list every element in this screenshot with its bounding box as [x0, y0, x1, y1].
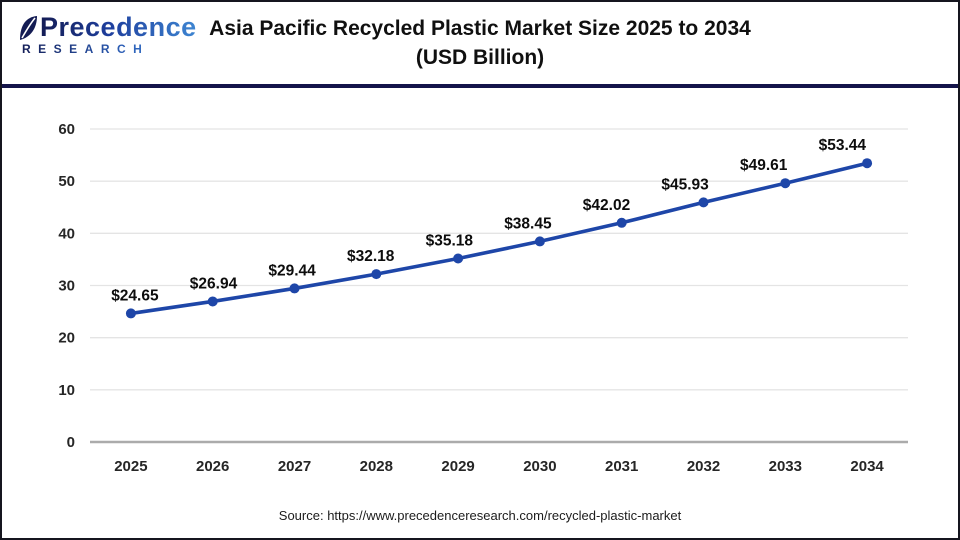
brand-logo: Precedence RESEARCH: [18, 14, 197, 55]
data-point-marker: [125, 308, 136, 319]
data-point-marker: [207, 296, 218, 307]
data-point-label: $26.94: [190, 275, 238, 292]
header: Precedence RESEARCH Asia Pacific Recycle…: [2, 2, 958, 84]
line-series: [129, 161, 869, 316]
data-point-label: $32.18: [347, 248, 395, 265]
data-point-marker: [534, 236, 545, 247]
x-tick-label: 2025: [114, 458, 147, 475]
x-tick-label: 2033: [769, 458, 802, 475]
data-point-marker: [371, 269, 382, 280]
data-point-marker: [289, 283, 300, 294]
data-point-label: $42.02: [583, 197, 630, 214]
brand-name: Precedence: [40, 12, 197, 42]
y-tick-label: 60: [58, 121, 75, 138]
x-tick-label: 2026: [196, 458, 229, 475]
data-point-label: $38.45: [504, 215, 552, 232]
x-tick-label: 2027: [278, 458, 311, 475]
data-point-label: $24.65: [111, 287, 159, 304]
y-tick-label: 40: [58, 225, 75, 242]
data-point-label: $35.18: [426, 232, 474, 249]
data-point-label: $29.44: [268, 262, 316, 279]
logo-leaf-icon: [18, 15, 38, 41]
y-tick-label: 0: [67, 434, 75, 451]
data-point-marker: [453, 253, 464, 264]
data-point-marker: [780, 178, 791, 189]
x-tick-label: 2030: [523, 458, 556, 475]
chart-area: 0 10 20 30 40 50 60 2025 2026 2027 2028 2029 2030 203…: [2, 88, 958, 492]
header-divider: [2, 84, 958, 88]
source-text: Source: https://www.precedenceresearch.c…: [278, 507, 682, 523]
y-tick-label: 10: [58, 382, 75, 399]
data-point-label: $49.61: [740, 157, 788, 174]
chart-title-line1: Asia Pacific Recycled Plastic Market Siz…: [209, 17, 751, 40]
data-point-marker: [616, 217, 627, 228]
y-tick-label: 20: [58, 330, 75, 347]
data-point-label: $45.93: [661, 176, 709, 193]
chart-title: Asia Pacific Recycled Plastic Market Siz…: [2, 2, 958, 72]
brand-subtitle: RESEARCH: [18, 43, 197, 55]
data-point-label: $53.44: [819, 137, 867, 154]
footer: Source: https://www.precedenceresearch.c…: [2, 492, 958, 538]
x-tick-label: 2029: [441, 458, 474, 475]
x-tick-label: 2028: [360, 458, 393, 475]
x-tick-label: 2034: [850, 458, 884, 475]
x-tick-label: 2031: [605, 458, 638, 475]
data-point-marker: [698, 197, 709, 208]
y-tick-label: 30: [58, 278, 75, 295]
y-tick-label: 50: [58, 173, 75, 190]
x-tick-label: 2032: [687, 458, 720, 475]
data-point-marker: [862, 158, 873, 169]
chart-title-line2: (USD Billion): [415, 46, 545, 69]
